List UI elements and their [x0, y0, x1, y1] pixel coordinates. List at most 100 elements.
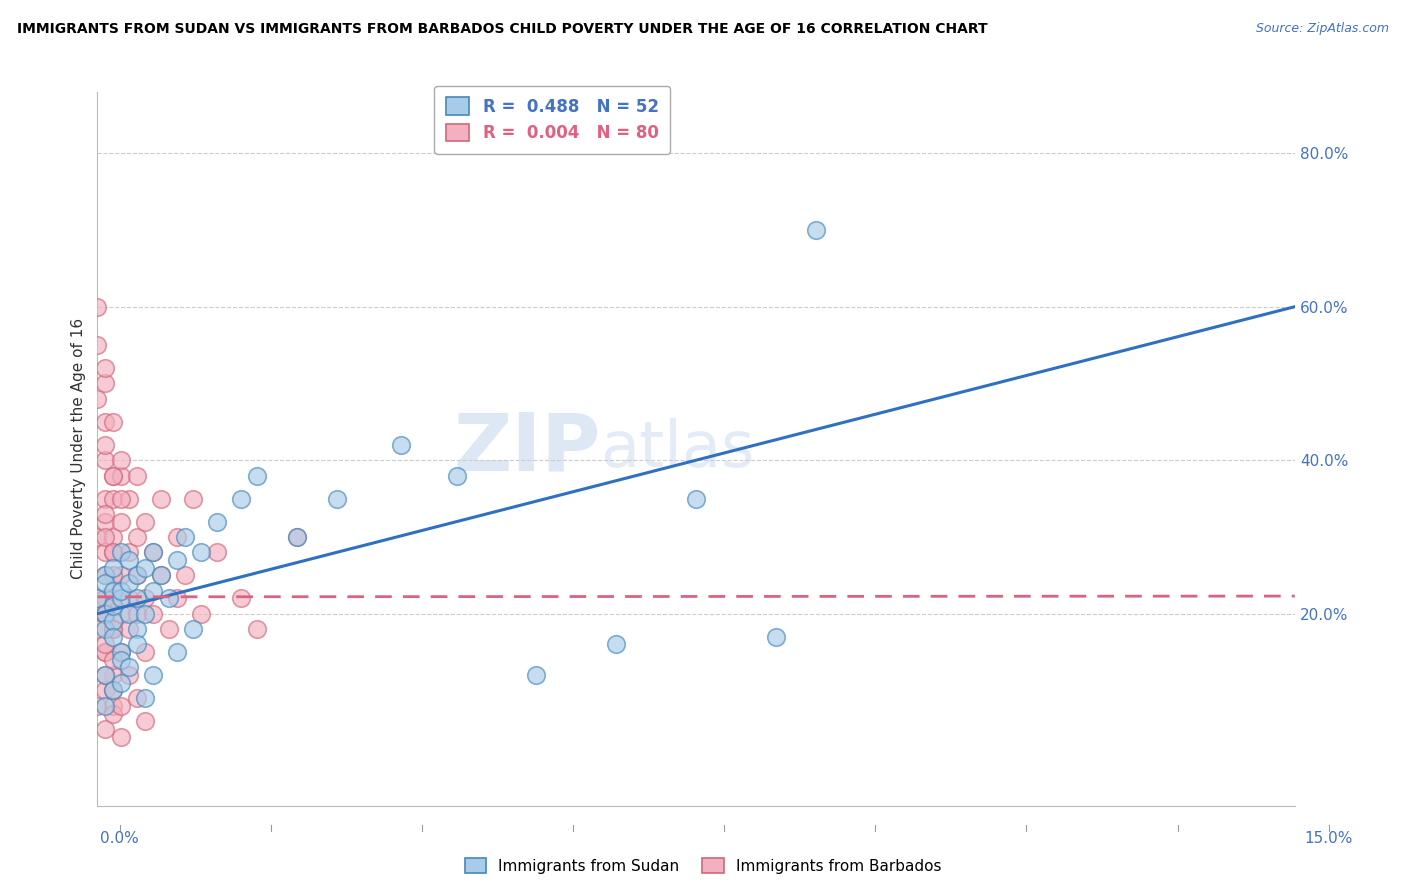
Point: [157, 622, 180, 636]
Point: [127, 637, 149, 651]
Point: [94, 668, 117, 682]
Point: [181, 622, 204, 636]
Point: [110, 730, 132, 744]
Point: [285, 530, 308, 544]
Text: Source: ZipAtlas.com: Source: ZipAtlas.com: [1256, 22, 1389, 36]
Point: [134, 560, 156, 574]
Point: [103, 415, 125, 429]
Point: [166, 553, 188, 567]
Point: [229, 591, 252, 606]
Legend: R =  0.488   N = 52, R =  0.004   N = 80: R = 0.488 N = 52, R = 0.004 N = 80: [434, 86, 671, 153]
Point: [127, 568, 149, 582]
Point: [190, 545, 212, 559]
Point: [166, 645, 188, 659]
Point: [205, 515, 228, 529]
Point: [142, 583, 165, 598]
Point: [94, 507, 117, 521]
Point: [110, 645, 132, 659]
Text: ZIP: ZIP: [453, 409, 600, 488]
Point: [134, 691, 156, 706]
Point: [142, 668, 165, 682]
Point: [127, 591, 149, 606]
Point: [150, 568, 173, 582]
Point: [94, 568, 117, 582]
Point: [150, 568, 173, 582]
Point: [103, 468, 125, 483]
Point: [110, 698, 132, 713]
Point: [229, 491, 252, 506]
Point: [86, 392, 108, 406]
Text: atlas: atlas: [600, 417, 755, 480]
Point: [150, 491, 173, 506]
Point: [94, 376, 117, 391]
Point: [103, 568, 125, 582]
Point: [103, 706, 125, 721]
Point: [86, 591, 108, 606]
Point: [86, 591, 108, 606]
Point: [246, 622, 269, 636]
Point: [685, 491, 707, 506]
Point: [110, 607, 132, 621]
Point: [103, 698, 125, 713]
Point: [94, 568, 117, 582]
Point: [118, 660, 141, 674]
Point: [127, 568, 149, 582]
Point: [103, 530, 125, 544]
Point: [86, 698, 108, 713]
Point: [134, 714, 156, 729]
Point: [181, 491, 204, 506]
Point: [86, 338, 108, 352]
Point: [166, 591, 188, 606]
Point: [94, 607, 117, 621]
Point: [103, 615, 125, 629]
Point: [103, 545, 125, 559]
Point: [94, 576, 117, 591]
Point: [103, 622, 125, 636]
Point: [326, 491, 349, 506]
Point: [110, 583, 132, 598]
Point: [118, 591, 141, 606]
Point: [118, 576, 141, 591]
Point: [110, 653, 132, 667]
Point: [157, 591, 180, 606]
Point: [389, 438, 412, 452]
Point: [134, 591, 156, 606]
Point: [103, 683, 125, 698]
Point: [127, 530, 149, 544]
Point: [110, 468, 132, 483]
Point: [103, 491, 125, 506]
Point: [103, 630, 125, 644]
Point: [110, 591, 132, 606]
Point: [94, 491, 117, 506]
Point: [94, 668, 117, 682]
Legend: Immigrants from Sudan, Immigrants from Barbados: Immigrants from Sudan, Immigrants from B…: [458, 852, 948, 880]
Point: [103, 545, 125, 559]
Point: [94, 545, 117, 559]
Point: [285, 530, 308, 544]
Point: [118, 545, 141, 559]
Point: [86, 622, 108, 636]
Point: [127, 468, 149, 483]
Point: [94, 438, 117, 452]
Point: [86, 300, 108, 314]
Point: [190, 607, 212, 621]
Point: [446, 468, 468, 483]
Point: [110, 453, 132, 467]
Point: [94, 645, 117, 659]
Point: [118, 491, 141, 506]
Point: [94, 361, 117, 376]
Point: [118, 622, 141, 636]
Point: [94, 722, 117, 736]
Point: [127, 691, 149, 706]
Text: 15.0%: 15.0%: [1305, 831, 1353, 846]
Point: [205, 545, 228, 559]
Point: [142, 607, 165, 621]
Point: [94, 530, 117, 544]
Text: 0.0%: 0.0%: [100, 831, 139, 846]
Point: [103, 622, 125, 636]
Point: [94, 591, 117, 606]
Point: [118, 668, 141, 682]
Point: [110, 645, 132, 659]
Text: IMMIGRANTS FROM SUDAN VS IMMIGRANTS FROM BARBADOS CHILD POVERTY UNDER THE AGE OF: IMMIGRANTS FROM SUDAN VS IMMIGRANTS FROM…: [17, 22, 987, 37]
Point: [110, 545, 132, 559]
